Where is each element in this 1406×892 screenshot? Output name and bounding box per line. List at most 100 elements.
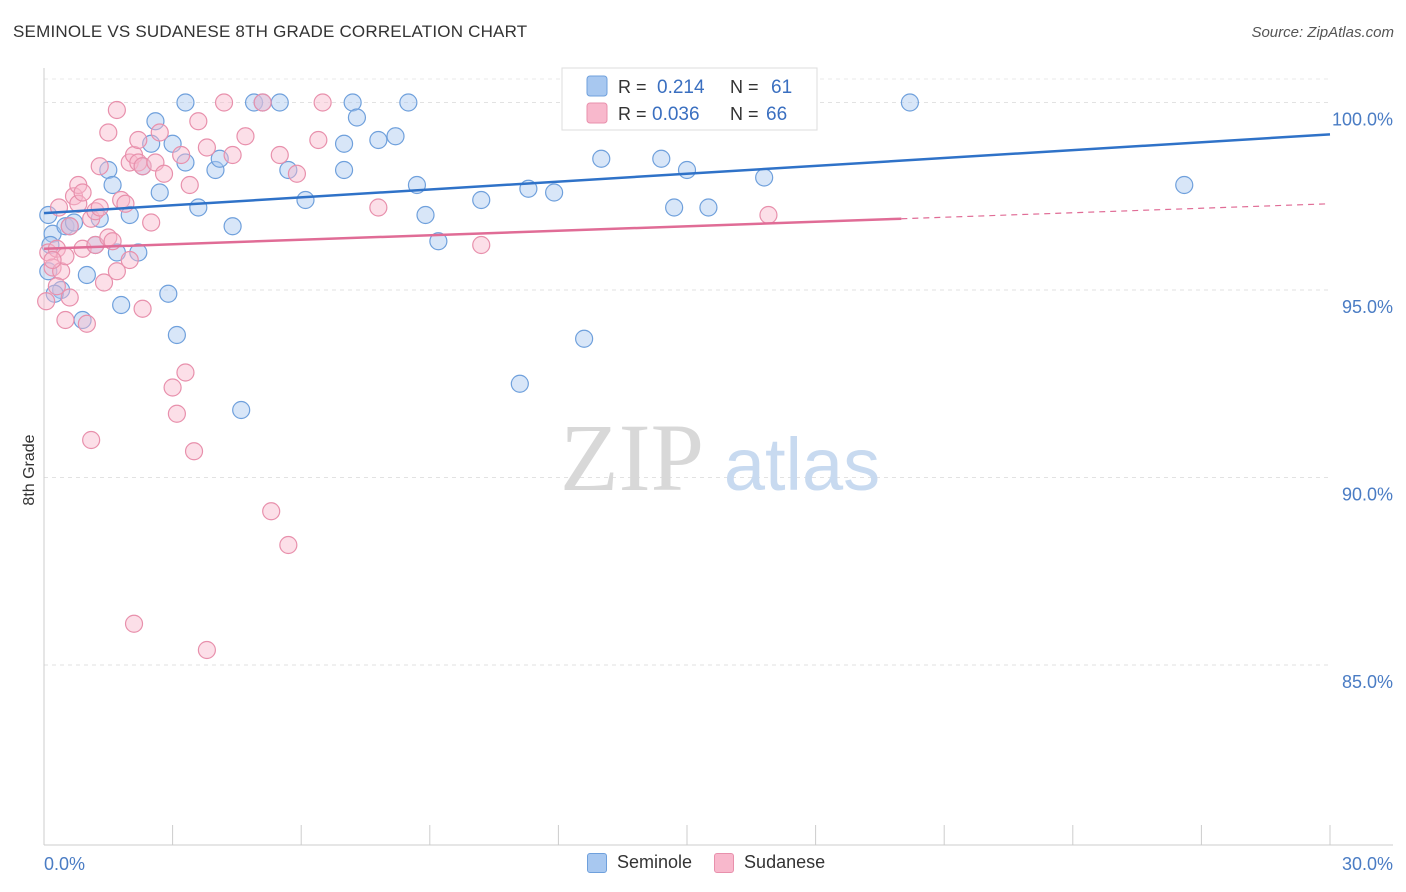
legend-item-seminole: Seminole [587, 852, 692, 873]
seminole-point [296, 190, 315, 210]
seminole-point [189, 198, 208, 217]
seminole-point [399, 93, 418, 112]
seminole-point [677, 160, 697, 180]
sudanese-point [107, 262, 126, 281]
sudanese-point [43, 250, 62, 270]
seminole-point [699, 198, 718, 217]
legend-n-value-2: 66 [766, 104, 787, 125]
sudanese-point [197, 138, 216, 157]
seminole-point [510, 374, 529, 393]
seminole-point [112, 295, 131, 315]
seminole-point [1175, 175, 1194, 195]
sudanese-point [180, 175, 199, 195]
seminole-trend-line [43, 133, 1331, 215]
sudanese-point [176, 363, 195, 382]
seminole-point [146, 112, 165, 131]
watermark-atlas: atlas [724, 423, 880, 506]
seminole-points [39, 93, 1194, 420]
seminole-point [652, 149, 671, 168]
seminole-point [150, 183, 169, 202]
seminole-point [206, 160, 225, 180]
y-tick-label: 90.0% [1342, 485, 1393, 505]
watermark-zip: ZIP [560, 404, 704, 511]
legend-item-sudanese: Sudanese [714, 852, 825, 873]
sudanese-point [99, 123, 118, 142]
seminole-point [159, 284, 178, 303]
seminole-point [270, 93, 289, 112]
sudanese-point [90, 157, 109, 176]
legend-n-value-1: 61 [771, 77, 792, 98]
sudanese-point [56, 310, 75, 330]
sudanese-point [262, 502, 281, 521]
sudanese-point [47, 277, 66, 296]
seminole-point [369, 130, 388, 150]
chart-source: Source: ZipAtlas.com [1251, 24, 1394, 41]
legend-swatch-sudanese [586, 102, 608, 124]
seminole-point [39, 205, 58, 225]
sudanese-point [197, 640, 216, 660]
sudanese-point [77, 314, 96, 333]
x-tick-label-max: 30.0% [1342, 854, 1393, 874]
sudanese-point [107, 100, 126, 120]
sudanese-point [472, 235, 491, 255]
sudanese-point [150, 123, 169, 142]
chart-title: SEMINOLE VS SUDANESE 8TH GRADE CORRELATI… [13, 22, 528, 41]
sudanese-point [60, 217, 79, 236]
sudanese-point [172, 145, 191, 165]
sudanese-point [189, 112, 208, 131]
seminole-point [545, 183, 564, 202]
legend-r-value-1: 0.214 [657, 77, 705, 98]
stats-legend: R = 0.214 N = 61 R = 0.036 N = 66 [561, 67, 818, 131]
sudanese-point [223, 145, 242, 165]
sudanese-point [214, 93, 234, 112]
sudanese-point [82, 430, 101, 450]
seminole-point [347, 108, 367, 127]
seminole-point [223, 217, 242, 236]
seminole-point [343, 93, 362, 112]
sudanese-point [279, 535, 298, 555]
sudanese-point [369, 198, 388, 217]
seminole-point [592, 149, 611, 168]
legend-label-sudanese: Sudanese [744, 852, 826, 872]
y-tick-label: 85.0% [1342, 672, 1393, 692]
legend-r-label-2: R = [618, 104, 647, 124]
sudanese-trend-line [43, 217, 902, 250]
sudanese-point [129, 130, 148, 150]
sudanese-point [73, 183, 92, 202]
legend-swatch-seminole [586, 75, 608, 97]
seminole-point [755, 168, 774, 187]
legend-r-label-1: R = [618, 77, 647, 97]
sudanese-point [154, 164, 174, 183]
sudanese-point [167, 404, 186, 423]
legend-swatch-sudanese-bottom [714, 852, 735, 873]
sudanese-point [313, 93, 332, 112]
seminole-point [232, 400, 251, 420]
sudanese-point [253, 93, 272, 112]
seminole-point [386, 127, 405, 146]
sudanese-point [124, 614, 144, 633]
sudanese-point [142, 213, 161, 232]
sudanese-points [37, 93, 778, 660]
tick-labels: 85.0% 90.0% 95.0% 100.0% 0.0% 30.0% [44, 110, 1393, 875]
seminole-point [176, 93, 195, 112]
sudanese-point [163, 378, 182, 397]
x-tick-label-min: 0.0% [44, 854, 85, 874]
legend-label-seminole: Seminole [617, 852, 693, 872]
sudanese-point [37, 292, 56, 311]
seminole-point [429, 232, 448, 251]
sudanese-point [60, 288, 79, 307]
seminole-point [103, 175, 122, 195]
legend-r-value-2: 0.036 [652, 104, 700, 125]
sudanese-point [309, 130, 328, 150]
legend-n-label-2: N = [730, 104, 759, 124]
seminole-point [77, 265, 96, 285]
seminole-point [900, 93, 920, 112]
seminole-point [665, 198, 684, 217]
axes [43, 68, 1393, 846]
seminole-point [334, 160, 354, 180]
seminole-point [334, 134, 354, 153]
seminole-point [416, 205, 435, 225]
sudanese-point [133, 299, 152, 318]
sudanese-point [759, 205, 778, 225]
sudanese-point [90, 198, 109, 217]
